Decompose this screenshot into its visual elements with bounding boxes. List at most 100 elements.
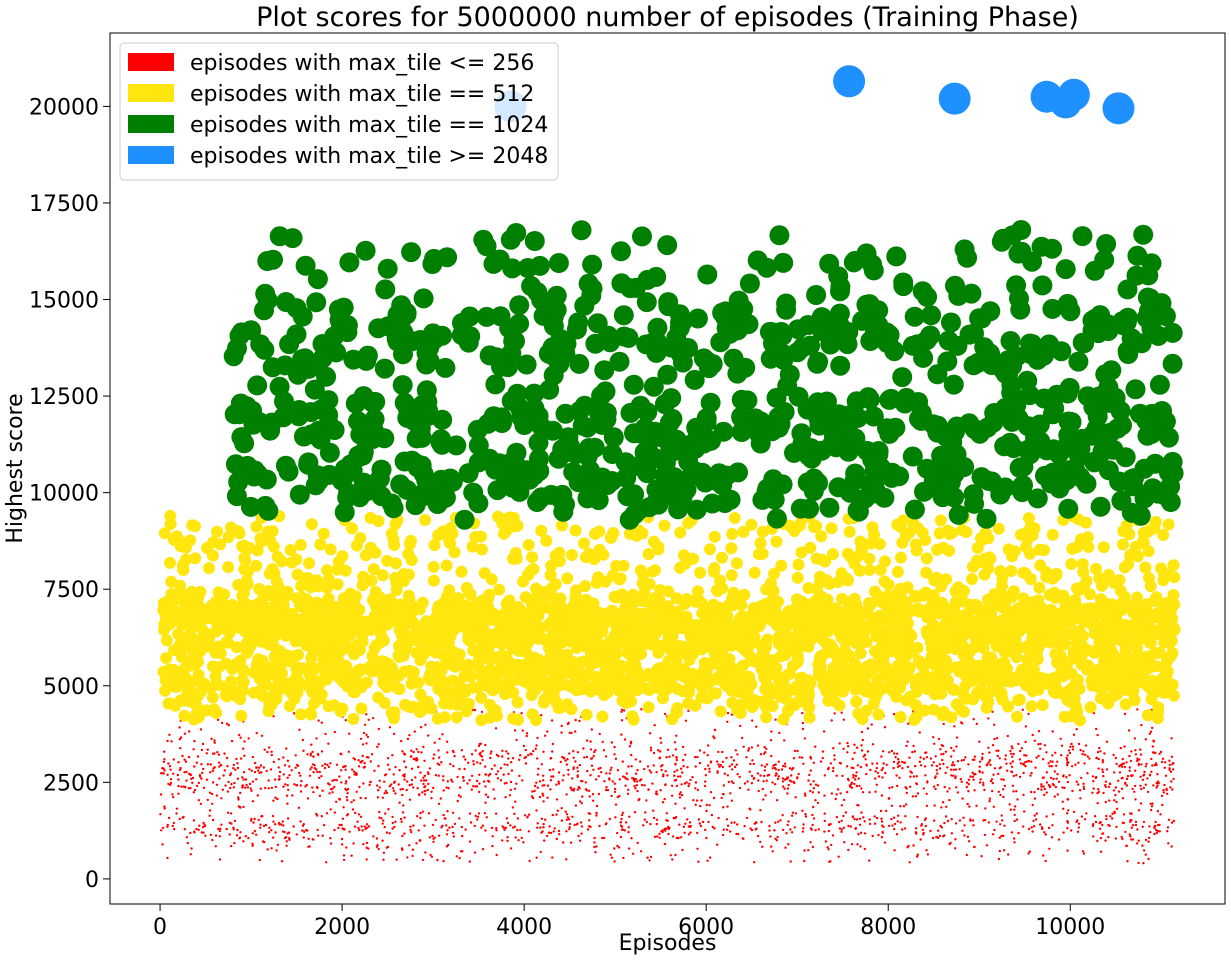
red-point: [606, 788, 610, 792]
yellow-point: [1017, 592, 1030, 605]
red-point: [1056, 760, 1059, 763]
red-point: [633, 811, 637, 814]
red-point: [1172, 777, 1175, 781]
red-point: [401, 811, 405, 814]
red-point: [417, 765, 420, 769]
red-point: [199, 802, 203, 806]
red-point: [827, 829, 831, 833]
red-point: [377, 847, 380, 851]
red-point: [875, 816, 879, 820]
red-point: [427, 782, 430, 786]
red-point: [926, 781, 929, 784]
red-point: [175, 812, 178, 815]
red-point: [831, 834, 835, 837]
red-point: [250, 817, 253, 821]
red-point: [776, 799, 779, 802]
red-point: [580, 779, 583, 783]
red-point: [494, 812, 498, 815]
red-point: [689, 831, 692, 834]
red-point: [538, 795, 542, 799]
red-point: [179, 766, 182, 770]
red-point: [551, 750, 554, 753]
red-point: [664, 783, 667, 786]
red-point: [1140, 763, 1143, 766]
red-point: [405, 788, 408, 792]
red-point: [1052, 777, 1055, 781]
red-point: [340, 769, 343, 772]
red-point: [392, 787, 395, 790]
red-point: [936, 836, 940, 840]
yellow-point: [684, 637, 697, 650]
red-point: [1081, 752, 1084, 756]
red-point: [1092, 835, 1095, 838]
red-point: [627, 826, 630, 829]
red-point: [924, 824, 927, 828]
red-point: [536, 757, 539, 760]
red-point: [1144, 738, 1148, 741]
red-point: [461, 834, 464, 838]
yellow-point: [827, 602, 840, 615]
red-point: [242, 805, 245, 809]
red-point: [954, 847, 957, 850]
yellow-point: [264, 534, 277, 547]
red-point: [940, 806, 943, 809]
red-point: [918, 760, 921, 763]
red-point: [1147, 857, 1150, 861]
red-point: [215, 794, 219, 797]
red-point: [1120, 765, 1124, 768]
red-point: [998, 836, 1001, 839]
red-point: [732, 759, 736, 762]
red-point: [352, 757, 355, 760]
red-point: [190, 847, 193, 850]
red-point: [434, 818, 437, 822]
red-point: [242, 771, 246, 774]
red-point: [1010, 752, 1013, 755]
red-point: [671, 754, 675, 757]
red-point: [422, 782, 425, 786]
red-point: [317, 834, 320, 837]
red-point: [796, 749, 799, 753]
red-point: [503, 782, 507, 785]
red-point: [223, 752, 226, 755]
red-point: [327, 765, 331, 769]
red-point: [683, 831, 686, 834]
red-point: [357, 765, 361, 768]
red-point: [1136, 708, 1139, 711]
yellow-point: [1104, 643, 1117, 656]
red-point: [1153, 832, 1156, 836]
red-point: [523, 814, 527, 817]
red-point: [1091, 791, 1094, 794]
red-point: [1040, 785, 1043, 788]
red-point: [982, 781, 985, 784]
red-point: [211, 781, 215, 784]
red-point: [743, 824, 746, 828]
red-point: [218, 858, 222, 861]
red-point: [1044, 859, 1047, 863]
red-point: [798, 756, 801, 759]
yellow-point: [992, 522, 1005, 535]
red-point: [570, 731, 573, 735]
red-point: [666, 748, 670, 751]
red-point: [963, 824, 966, 827]
red-point: [286, 832, 289, 835]
red-point: [858, 823, 862, 826]
red-point: [225, 722, 229, 725]
yellow-point: [949, 596, 962, 609]
yellow-point: [1058, 710, 1071, 723]
red-point: [880, 794, 884, 797]
red-point: [547, 831, 551, 834]
red-point: [1015, 818, 1019, 821]
red-point: [893, 827, 896, 831]
red-point: [1130, 826, 1134, 829]
red-point: [190, 777, 193, 781]
red-point: [280, 823, 283, 826]
red-point: [913, 750, 917, 753]
red-point: [217, 753, 221, 756]
red-point: [997, 857, 1001, 861]
red-point: [784, 765, 787, 768]
red-point: [370, 753, 374, 756]
red-point: [636, 780, 639, 783]
yellow-point: [263, 567, 276, 580]
red-point: [1101, 823, 1104, 827]
red-point: [620, 813, 624, 817]
